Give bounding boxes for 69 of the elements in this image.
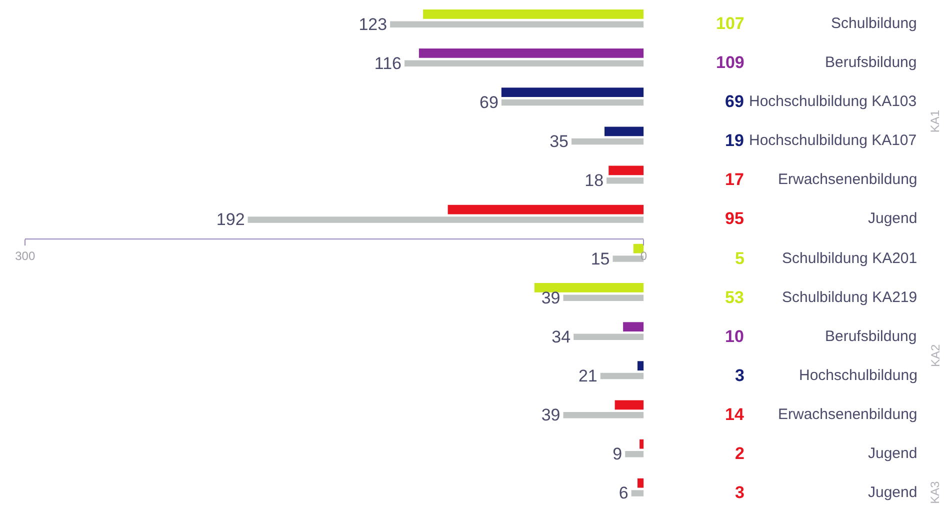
- y-tick-label: Jugend: [868, 484, 918, 501]
- bar: [418, 48, 644, 58]
- bar: [423, 9, 644, 19]
- data-label: 10: [725, 327, 744, 346]
- data-label: 34: [552, 327, 571, 346]
- data-label: 6: [618, 484, 628, 503]
- bar: [631, 490, 644, 496]
- bar: [563, 294, 644, 301]
- bar: [623, 322, 644, 332]
- data-label: 35: [550, 132, 569, 152]
- bar: [563, 412, 644, 418]
- data-label: 14: [725, 405, 744, 424]
- bar: [625, 451, 644, 458]
- data-label: 109: [716, 53, 744, 72]
- y-tick-label: Jugend: [868, 210, 918, 227]
- bar: [637, 478, 644, 488]
- data-label: 19: [725, 131, 744, 150]
- bar: [248, 216, 644, 223]
- y-tick-label: Schulbildung KA219: [782, 289, 918, 306]
- text: KA1: [928, 110, 942, 133]
- data-label: 69: [479, 92, 498, 112]
- y-tick-label: Erwachsenenbildung: [778, 406, 918, 423]
- bar: [574, 334, 644, 340]
- bar: [606, 178, 644, 184]
- bar: [604, 126, 644, 136]
- bar: [501, 88, 644, 97]
- data-label: 17: [725, 170, 744, 189]
- text: KA3: [928, 480, 942, 504]
- bar: [600, 372, 644, 380]
- bar: [501, 99, 644, 106]
- text: KA2: [928, 344, 943, 368]
- bar: [404, 60, 644, 67]
- y-tick-label: Berufsbildung: [825, 54, 917, 71]
- bar: [640, 439, 644, 449]
- bar: [534, 283, 644, 292]
- y-tick-label: Schulbildung KA201: [782, 250, 918, 267]
- data-label: 192: [216, 210, 245, 230]
- x-tick-label: 0: [640, 248, 648, 263]
- data-label: 21: [578, 366, 598, 386]
- y-tick-label: Berufsbildung: [825, 328, 917, 345]
- y-tick-label: Hochschulbildung: [799, 367, 918, 384]
- data-label: 3: [735, 366, 744, 385]
- data-label: 2: [735, 444, 744, 463]
- y-tick-label: Schulbildung: [831, 15, 917, 32]
- data-label: 95: [725, 209, 744, 228]
- data-label: 116: [374, 54, 402, 73]
- data-label: 53: [725, 288, 744, 307]
- bar: [633, 244, 644, 254]
- y-tick-label: Jugend: [868, 445, 918, 462]
- data-label: 5: [735, 249, 744, 268]
- data-label: 123: [358, 14, 388, 34]
- y-tick-label: Hochschulbildung KA103: [749, 93, 917, 110]
- data-label: 39: [541, 288, 560, 308]
- bar: [390, 21, 644, 28]
- x-tick-label: 300: [15, 248, 36, 263]
- data-label: 15: [590, 249, 610, 268]
- data-label: 69: [725, 92, 744, 111]
- bar: [637, 361, 644, 371]
- bar: [448, 204, 644, 214]
- bar: [572, 138, 644, 145]
- y-tick-label: Hochschulbildung KA107: [749, 132, 917, 149]
- data-label: 18: [584, 171, 604, 190]
- bar: [608, 166, 644, 176]
- y-tick-label: Erwachsenenbildung: [778, 171, 918, 188]
- bar: [614, 400, 644, 410]
- data-label: 39: [541, 406, 560, 425]
- data-label: 9: [612, 444, 622, 464]
- data-label: 3: [735, 483, 744, 502]
- data-label: 107: [716, 14, 744, 33]
